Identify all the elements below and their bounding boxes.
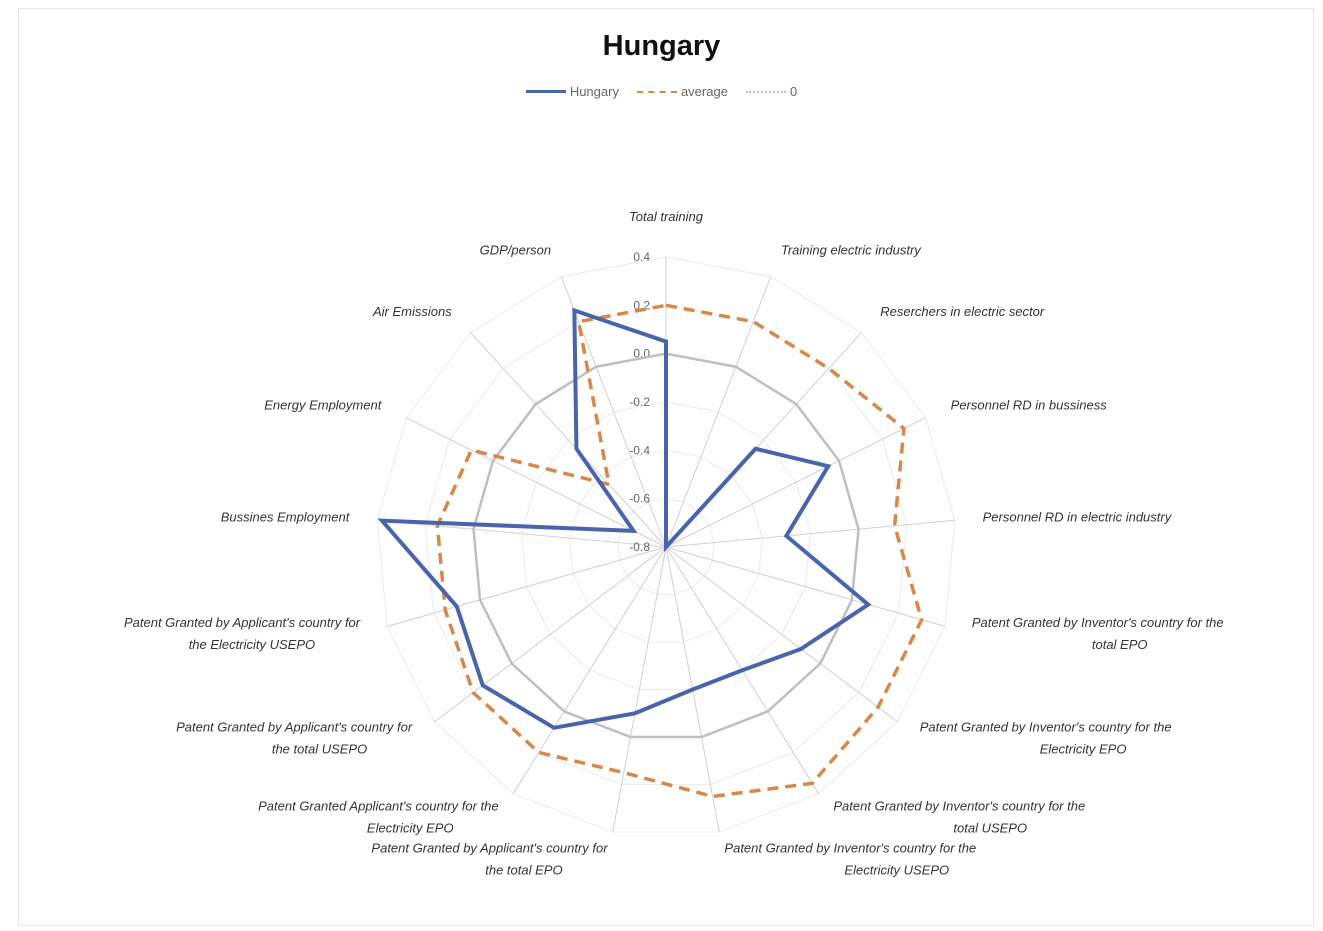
axis-label: Personnel RD in electric industry xyxy=(983,510,1173,525)
legend-label: average xyxy=(680,84,728,99)
series-hungary-line xyxy=(377,307,872,730)
axis-spoke xyxy=(612,546,667,833)
legend-swatch xyxy=(745,90,786,93)
tick-label: -0.8 xyxy=(629,540,650,554)
series-zero-line xyxy=(472,352,860,739)
axis-spoke xyxy=(665,519,955,548)
axis-label: Patent Granted Applicant's country for t… xyxy=(258,798,498,835)
axis-label: Bussines Employment xyxy=(221,510,351,525)
axis-label: GDP/person xyxy=(480,242,552,257)
tick-label: 0.2 xyxy=(633,298,650,312)
chart-title: Hungary xyxy=(602,30,721,62)
grid-ring xyxy=(569,449,763,643)
axis-label: Training electric industry xyxy=(781,242,922,257)
axis-spoke xyxy=(386,546,667,627)
axis-label: Patent Granted by Inventor's country for… xyxy=(920,720,1172,757)
grid-ring xyxy=(376,256,956,833)
tick-label: -0.2 xyxy=(629,395,650,409)
legend-label: Hungary xyxy=(569,84,619,99)
axis-spoke xyxy=(470,332,667,548)
axis-label: Energy Employment xyxy=(264,397,382,412)
axis-spoke xyxy=(406,417,667,548)
series-average-line xyxy=(435,303,924,799)
legend-swatch xyxy=(636,90,677,93)
axis-spoke xyxy=(512,546,667,794)
legend-item: average xyxy=(636,84,728,99)
axis-spoke xyxy=(665,417,926,548)
tick-label: -0.6 xyxy=(629,492,650,506)
axis-label: Reserchers in electric sector xyxy=(880,304,1045,319)
axis-spoke xyxy=(665,276,772,548)
axis-label: Air Emissions xyxy=(372,304,452,319)
axis-label: Patent Granted by Inventor's country for… xyxy=(724,841,976,878)
axis-spoke xyxy=(665,546,946,627)
legend-label: 0 xyxy=(789,84,798,99)
axis-label: Total training xyxy=(629,209,704,224)
axis-label: Patent Granted by Applicant's country fo… xyxy=(371,841,608,878)
axis-label: Personnel RD in bussiness xyxy=(951,397,1108,412)
legend-item: Hungary xyxy=(525,84,619,99)
axis-spoke xyxy=(377,519,667,548)
grid-ring xyxy=(521,401,811,691)
axis-spoke xyxy=(434,546,667,723)
axis-spoke xyxy=(560,276,667,548)
axis-label: Patent Granted by Applicant's country fo… xyxy=(176,720,413,757)
grid-ring xyxy=(617,498,715,596)
tick-label: 0.4 xyxy=(633,250,650,264)
axis-label: Patent Granted by Inventor's country for… xyxy=(833,798,1085,835)
legend-swatch xyxy=(525,90,566,93)
legend-item: 0 xyxy=(745,84,798,99)
tick-label: -0.4 xyxy=(629,443,650,457)
axis-label: Patent Granted by Applicant's country fo… xyxy=(124,615,361,652)
legend: Hungary average 0 xyxy=(0,84,1323,99)
axis-label: Patent Granted by Inventor's country for… xyxy=(972,615,1224,652)
axis-spoke xyxy=(665,546,898,723)
